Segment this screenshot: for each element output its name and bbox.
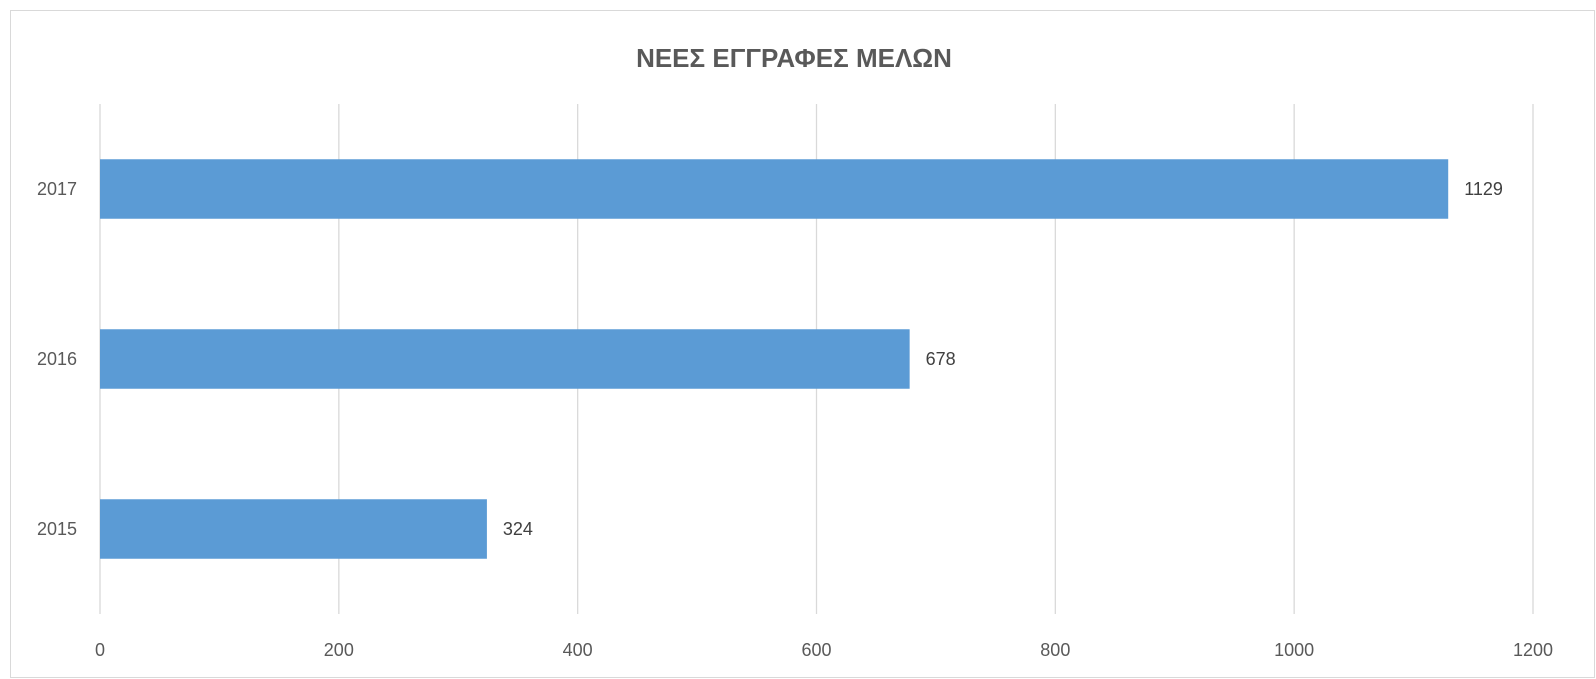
x-axis-tick-labels: 0 200 400 600 800 1000 1200 xyxy=(95,640,1553,660)
x-tick-label-1000: 1000 xyxy=(1274,640,1314,660)
x-tick-label-800: 800 xyxy=(1040,640,1070,660)
data-label-2017: 1129 xyxy=(1464,179,1503,199)
x-tick-label-400: 400 xyxy=(563,640,593,660)
y-tick-label-2017: 2017 xyxy=(37,179,77,199)
chart-frame: ΝΕΕΣ ΕΓΓΡΑΦΕΣ ΜΕΛΩΝ 324 678 1129 2015 2016 2… xyxy=(10,10,1595,678)
bars xyxy=(100,159,1449,559)
bar-2015 xyxy=(100,499,487,559)
data-label-2016: 678 xyxy=(926,349,956,369)
data-label-2015: 324 xyxy=(503,519,533,539)
x-tick-label-0: 0 xyxy=(95,640,105,660)
chart-title: ΝΕΕΣ ΕΓΓΡΑΦΕΣ ΜΕΛΩΝ xyxy=(636,43,952,73)
y-axis-tick-labels: 2015 2016 2017 xyxy=(37,179,77,539)
x-tick-label-200: 200 xyxy=(324,640,354,660)
x-tick-label-600: 600 xyxy=(801,640,831,660)
bar-2016 xyxy=(100,329,910,389)
y-tick-label-2016: 2016 xyxy=(37,349,77,369)
data-labels: 324 678 1129 xyxy=(503,179,1503,539)
y-tick-label-2015: 2015 xyxy=(37,519,77,539)
x-tick-label-1200: 1200 xyxy=(1513,640,1553,660)
bar-2017 xyxy=(100,159,1449,219)
